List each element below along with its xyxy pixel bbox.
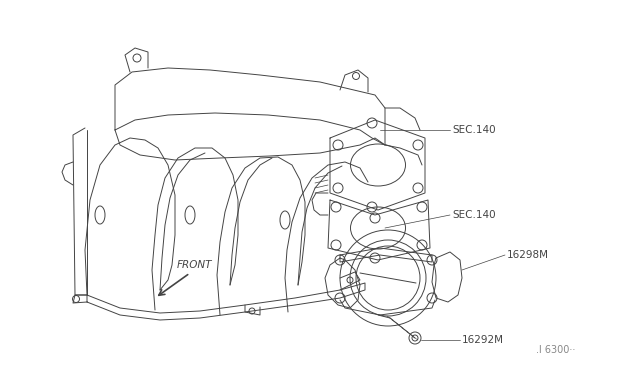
Text: FRONT: FRONT — [177, 260, 212, 270]
Text: SEC.140: SEC.140 — [452, 125, 495, 135]
Text: .l 6300··: .l 6300·· — [536, 345, 575, 355]
Text: 16298M: 16298M — [507, 250, 549, 260]
Text: SEC.140: SEC.140 — [452, 210, 495, 220]
Text: 16292M: 16292M — [462, 335, 504, 345]
